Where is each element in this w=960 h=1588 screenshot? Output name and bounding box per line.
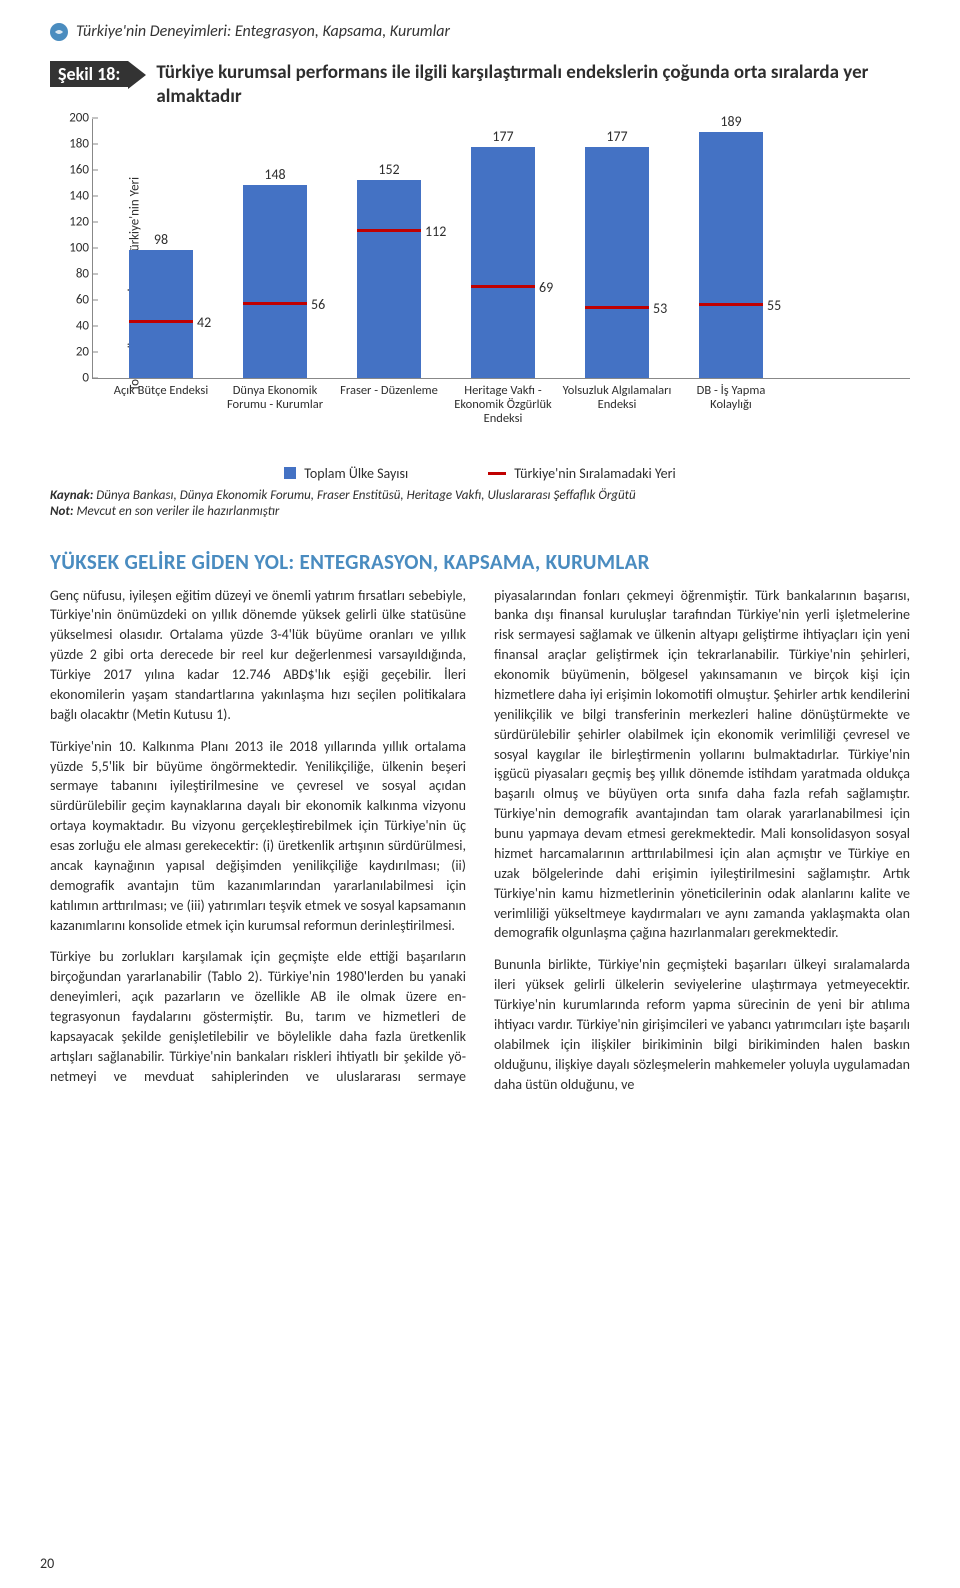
bar-group: 148Dünya Ekonomik Forumu - Kurumlar	[243, 185, 307, 377]
section-title: YÜKSEK GELİRE GİDEN YOL: ENTEGRASYON, KA…	[50, 549, 910, 575]
y-tick-label: 80	[55, 266, 89, 281]
y-tick-label: 120	[55, 214, 89, 229]
bar	[585, 147, 649, 377]
running-head-title: Türkiye'nin Deneyimleri: Entegrasyon, Ka…	[76, 22, 450, 41]
target-value-label: 56	[311, 296, 325, 313]
x-category-label: Fraser - Düzenleme	[334, 384, 444, 398]
y-tick-label: 100	[55, 240, 89, 255]
body-columns: Genç nüfusu, iyileşen eğitim düzeyi ve ö…	[50, 586, 910, 1097]
legend-item-bar: Toplam Ülke Sayısı	[284, 465, 408, 482]
legend-label-bar: Toplam Ülke Sayısı	[304, 465, 408, 482]
bar	[357, 180, 421, 378]
bar-value-label: 148	[243, 166, 307, 183]
bar	[471, 147, 535, 377]
bar-chart: Toplam Ülke Sayısı İçinde Türkiye'nin Ye…	[50, 119, 910, 449]
target-value-label: 55	[767, 297, 781, 314]
figure-badge: Şekil 18:	[50, 61, 128, 87]
x-category-label: Yolsuzluk Algılamaları Endeksi	[562, 384, 672, 413]
body-paragraph: Genç nüfusu, iyileşen eğitim düzeyi ve ö…	[50, 586, 466, 725]
target-value-label: 69	[539, 279, 553, 296]
bar-group: 177Yolsuzluk Algılamaları Endeksi	[585, 147, 649, 377]
legend-label-line: Türkiye'nin Sıralamadaki Yeri	[514, 465, 676, 482]
body-paragraph: Türkiye'nin 10. Kalkınma Planı 2013 ile …	[50, 737, 466, 936]
note-text: Mevcut en son veriler ile hazırlanmıştır	[76, 504, 279, 519]
target-value-label: 53	[653, 300, 667, 317]
x-category-label: Dünya Ekonomik Forumu - Kurumlar	[220, 384, 330, 413]
y-tick-label: 200	[55, 110, 89, 125]
bar	[699, 132, 763, 378]
bar	[129, 250, 193, 377]
source-label: Kaynak:	[50, 488, 93, 503]
target-marker	[471, 285, 535, 288]
chart-legend: Toplam Ülke Sayısı Türkiye'nin Sıralamad…	[50, 465, 910, 482]
target-marker	[357, 229, 421, 232]
figure-title: Türkiye kurumsal performans ile ilgili k…	[138, 61, 910, 109]
x-category-label: Açık Bütçe Endeksi	[106, 384, 216, 398]
publisher-logo-icon	[50, 23, 68, 41]
x-category-label: DB - İş Yapma Kolaylığı	[676, 384, 786, 413]
y-tick-label: 20	[55, 344, 89, 359]
y-tick-label: 140	[55, 188, 89, 203]
bar-value-label: 189	[699, 113, 763, 130]
chart-source: Kaynak: Dünya Bankası, Dünya Ekonomik Fo…	[50, 488, 910, 522]
y-tick-label: 160	[55, 162, 89, 177]
target-value-label: 42	[197, 314, 211, 331]
chart-plot-area: 02040608010012014016018020098Açık Bütçe …	[92, 119, 910, 379]
body-paragraph: Bununla birlikte, Türkiye'nin geçmişteki…	[494, 955, 910, 1094]
y-tick-label: 40	[55, 318, 89, 333]
page-number: 20	[40, 1555, 54, 1572]
bar-value-label: 177	[585, 128, 649, 145]
legend-swatch-bar-icon	[284, 467, 296, 479]
bar-group: 177Heritage Vakfı - Ekonomik Özgürlük En…	[471, 147, 535, 377]
bar-value-label: 177	[471, 128, 535, 145]
target-value-label: 112	[425, 223, 446, 240]
y-tick-label: 60	[55, 292, 89, 307]
source-text: Dünya Bankası, Dünya Ekonomik Forumu, Fr…	[96, 488, 635, 503]
target-marker	[699, 303, 763, 306]
x-category-label: Heritage Vakfı - Ekonomik Özgürlük Endek…	[448, 384, 558, 427]
bar-value-label: 152	[357, 161, 421, 178]
figure-header: Şekil 18: Türkiye kurumsal performans il…	[50, 61, 910, 109]
legend-swatch-line-icon	[488, 472, 506, 475]
running-head: Türkiye'nin Deneyimleri: Entegrasyon, Ka…	[50, 22, 910, 41]
bar-group: 189DB - İş Yapma Kolaylığı	[699, 132, 763, 378]
bar-group: 98Açık Bütçe Endeksi	[129, 250, 193, 377]
note-label: Not:	[50, 504, 73, 519]
bar	[243, 185, 307, 377]
target-marker	[243, 302, 307, 305]
y-tick-label: 180	[55, 136, 89, 151]
y-tick-label: 0	[55, 370, 89, 385]
target-marker	[129, 320, 193, 323]
legend-item-line: Türkiye'nin Sıralamadaki Yeri	[488, 465, 676, 482]
bar-group: 152Fraser - Düzenleme	[357, 180, 421, 378]
target-marker	[585, 306, 649, 309]
bar-value-label: 98	[129, 231, 193, 248]
